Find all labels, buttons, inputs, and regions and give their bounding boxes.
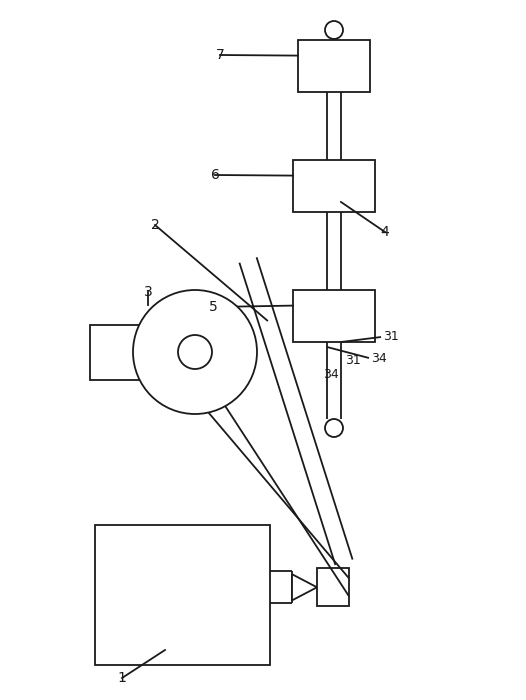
Text: 2: 2: [150, 218, 159, 232]
Text: 3: 3: [144, 285, 153, 299]
Circle shape: [133, 290, 257, 414]
Text: 4: 4: [381, 225, 389, 239]
Text: 6: 6: [210, 168, 219, 182]
Circle shape: [178, 335, 212, 369]
Text: 31: 31: [345, 354, 361, 367]
Bar: [90, 325, 145, 380]
Text: 34: 34: [371, 351, 387, 365]
Text: 1: 1: [118, 671, 126, 685]
Bar: [95, 525, 270, 665]
Text: 31: 31: [383, 330, 399, 344]
Bar: [317, 568, 349, 606]
Circle shape: [325, 419, 343, 437]
Polygon shape: [145, 330, 172, 375]
Circle shape: [325, 21, 343, 39]
Text: 5: 5: [209, 300, 217, 314]
Bar: [293, 290, 375, 342]
Polygon shape: [292, 574, 317, 601]
Bar: [293, 160, 375, 212]
Text: 7: 7: [216, 48, 225, 62]
Text: 34: 34: [323, 368, 339, 381]
Bar: [298, 40, 370, 92]
